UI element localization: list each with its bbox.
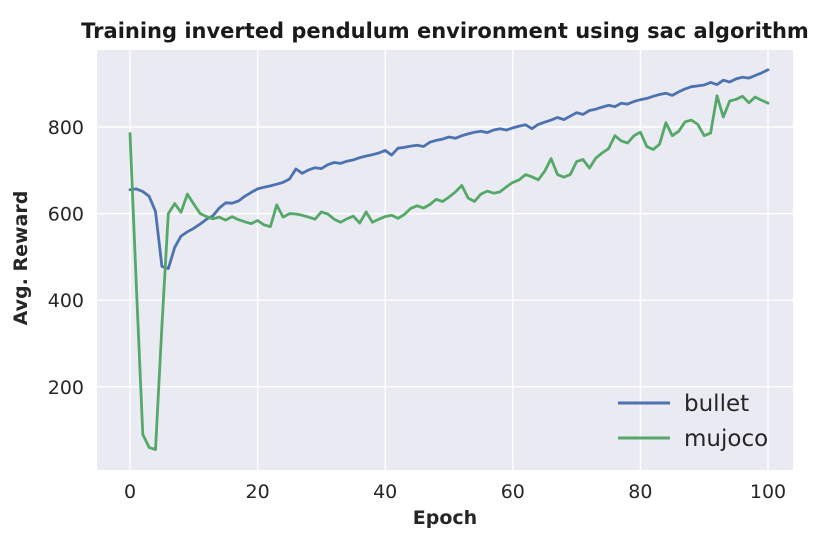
x-tick-label: 80 xyxy=(628,481,652,503)
x-axis-label: Epoch xyxy=(413,507,477,529)
x-tick-label: 60 xyxy=(501,481,525,503)
series-layer xyxy=(128,68,770,452)
legend-entry-mujoco: mujoco xyxy=(618,426,768,452)
legend-label-mujoco: mujoco xyxy=(684,426,768,452)
y-tick-label: 200 xyxy=(48,377,84,399)
line-mujoco xyxy=(128,94,770,452)
x-tick-label: 100 xyxy=(750,481,786,503)
x-tick-label: 40 xyxy=(373,481,397,503)
legend-label-bullet: bullet xyxy=(684,391,749,417)
y-tick-label: 400 xyxy=(48,290,84,312)
y-tick-label: 600 xyxy=(48,204,84,226)
legend: bullet mujoco xyxy=(618,391,768,452)
legend-entry-bullet: bullet xyxy=(618,391,749,417)
tick-layer: 0 20 40 60 80 100 200 400 600 800 xyxy=(48,117,786,503)
y-axis-label: Avg. Reward xyxy=(10,191,32,326)
x-tick-label: 0 xyxy=(124,481,136,503)
plot-area xyxy=(97,50,793,470)
y-tick-label: 800 xyxy=(48,117,84,139)
line-bullet xyxy=(128,68,770,271)
x-tick-label: 20 xyxy=(246,481,270,503)
chart-title: Training inverted pendulum environment u… xyxy=(81,19,809,43)
